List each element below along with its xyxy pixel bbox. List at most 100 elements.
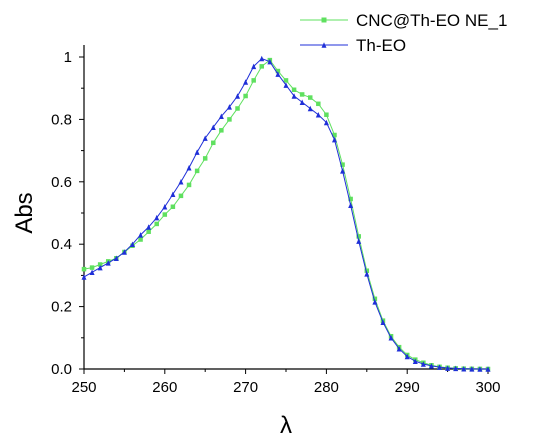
data-point bbox=[307, 95, 313, 100]
data-point bbox=[315, 111, 321, 118]
data-point bbox=[138, 232, 144, 238]
data-point bbox=[356, 238, 362, 244]
data-point bbox=[380, 319, 386, 325]
data-point bbox=[364, 271, 370, 277]
data-point bbox=[81, 266, 87, 272]
data-point bbox=[97, 264, 103, 271]
series-1 bbox=[81, 57, 491, 372]
series-line bbox=[83, 57, 489, 370]
data-point bbox=[340, 162, 345, 167]
data-point bbox=[412, 358, 418, 364]
data-point bbox=[89, 269, 95, 276]
data-point bbox=[283, 82, 289, 88]
data-point bbox=[227, 117, 232, 122]
data-point bbox=[170, 204, 176, 210]
data-point bbox=[404, 353, 410, 360]
x-tick-label: 290 bbox=[395, 379, 420, 396]
data-point bbox=[307, 105, 313, 112]
y-tick-label: 1 bbox=[64, 49, 72, 66]
data-point bbox=[437, 364, 443, 370]
data-point bbox=[81, 274, 87, 280]
data-point bbox=[364, 268, 370, 273]
data-point bbox=[138, 237, 143, 242]
data-point bbox=[469, 366, 475, 372]
y-tick-label: 0.0 bbox=[51, 361, 72, 378]
data-point bbox=[485, 366, 491, 372]
x-tick-label: 270 bbox=[233, 379, 258, 396]
data-point bbox=[332, 132, 337, 138]
data-point bbox=[323, 119, 329, 126]
data-point bbox=[235, 93, 241, 99]
x-tick-label: 300 bbox=[475, 379, 500, 396]
data-point bbox=[299, 99, 305, 105]
legend: CNC@Th-EO NE_1 Th-EO bbox=[300, 11, 507, 55]
x-axis-ticks: 250 260 270 280 290 300 bbox=[71, 369, 501, 396]
y-axis-ticks: 0.0 0.2 0.4 0.6 0.8 1 bbox=[51, 49, 84, 378]
plot-frame bbox=[83, 45, 488, 370]
data-point bbox=[331, 136, 337, 143]
data-point bbox=[226, 104, 232, 110]
data-point bbox=[299, 92, 305, 97]
data-point bbox=[259, 55, 265, 62]
data-point bbox=[97, 262, 103, 267]
data-point bbox=[89, 265, 95, 270]
data-point bbox=[211, 140, 216, 146]
data-point bbox=[324, 112, 329, 117]
data-point bbox=[243, 79, 249, 85]
legend-label: CNC@Th-EO NE_1 bbox=[356, 11, 507, 30]
data-point bbox=[194, 149, 200, 155]
data-point bbox=[154, 214, 160, 221]
data-point bbox=[251, 63, 257, 70]
x-tick-label: 260 bbox=[152, 379, 177, 396]
legend-label: Th-EO bbox=[356, 36, 406, 55]
data-point bbox=[372, 299, 378, 305]
data-point bbox=[202, 135, 208, 141]
data-point bbox=[291, 87, 297, 93]
data-point bbox=[210, 124, 216, 130]
data-point bbox=[283, 78, 289, 83]
data-point bbox=[461, 365, 467, 372]
data-point bbox=[428, 363, 434, 369]
data-point bbox=[243, 93, 248, 99]
data-point bbox=[291, 93, 297, 99]
data-point bbox=[129, 241, 135, 247]
legend-swatch-marker bbox=[321, 17, 327, 23]
x-tick-label: 250 bbox=[71, 379, 96, 396]
y-tick-label: 0.6 bbox=[51, 174, 72, 191]
series-2 bbox=[81, 55, 491, 372]
data-point bbox=[348, 196, 353, 202]
series-line bbox=[83, 59, 489, 370]
data-point bbox=[113, 255, 119, 261]
data-point bbox=[388, 335, 394, 341]
data-point bbox=[162, 212, 168, 217]
y-tick-label: 0.4 bbox=[51, 236, 72, 253]
data-point bbox=[146, 224, 152, 230]
x-tick-label: 280 bbox=[314, 379, 339, 396]
data-point bbox=[170, 191, 176, 198]
data-point bbox=[178, 179, 184, 185]
data-point bbox=[235, 106, 240, 111]
data-point bbox=[453, 365, 459, 372]
legend-swatch-marker bbox=[321, 42, 327, 48]
data-point bbox=[420, 361, 426, 367]
y-axis-title: Abs bbox=[11, 192, 38, 233]
data-point bbox=[219, 128, 224, 133]
data-point bbox=[356, 234, 361, 239]
data-point bbox=[178, 193, 184, 199]
data-point bbox=[186, 165, 192, 171]
data-point bbox=[186, 182, 192, 188]
y-tick-label: 0.2 bbox=[51, 299, 72, 316]
x-axis-title: λ bbox=[280, 412, 292, 439]
data-point bbox=[372, 296, 378, 302]
data-point bbox=[251, 78, 256, 83]
data-point bbox=[275, 68, 281, 74]
series-layer bbox=[81, 55, 491, 372]
data-point bbox=[316, 101, 321, 107]
data-point bbox=[218, 113, 224, 120]
data-point bbox=[275, 71, 281, 77]
data-point bbox=[267, 58, 273, 65]
data-point bbox=[105, 260, 111, 266]
legend-item-1: CNC@Th-EO NE_1 bbox=[300, 11, 507, 30]
data-point bbox=[259, 64, 265, 69]
